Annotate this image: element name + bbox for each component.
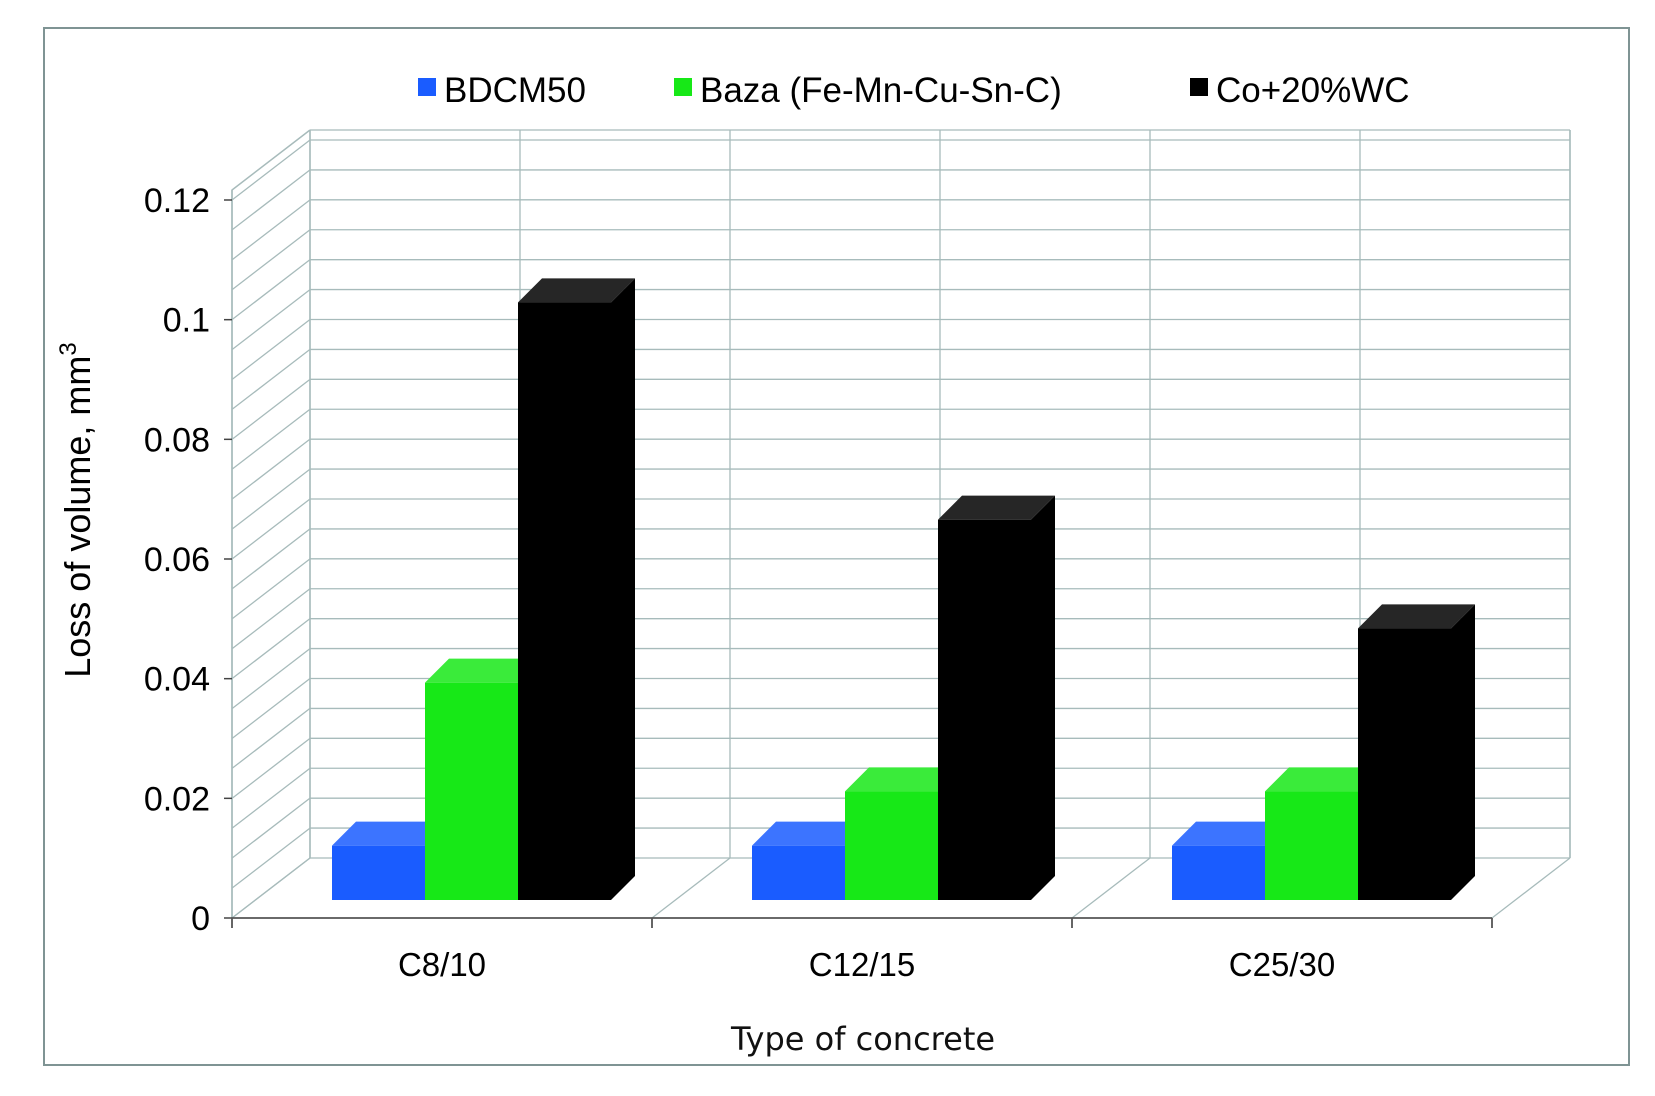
bar-front [1172,845,1265,900]
bar-top [845,767,962,792]
x-axis-title: Type of concrete [730,1020,995,1058]
y-axis-ticks: 0 0.02 0.04 0.06 0.08 0.1 0.12 [144,182,233,938]
floor-gridline [1491,857,1571,919]
side-gridline [231,229,311,291]
legend-swatch [1190,78,1208,96]
bar-front [1358,628,1451,900]
floor-gridline [651,857,731,919]
bar [1358,604,1475,900]
side-gridline [231,318,311,381]
side-gridline [231,737,311,799]
side-gridline [231,139,311,201]
legend-label: BDCM50 [444,71,586,110]
side-gridline [231,259,311,321]
legend-item: Co+20%WC [1190,71,1410,110]
side-gridline [231,348,311,410]
legend-label: Baza (Fe-Mn-Cu-Sn-C) [700,71,1062,110]
chart-frame [43,27,1630,1066]
legend: BDCM50 Baza (Fe-Mn-Cu-Sn-C) Co+20%WC [418,71,1410,110]
bar-top [425,658,542,683]
side-gridline [231,408,311,470]
bar-side [1451,604,1475,900]
side-gridline [231,468,311,530]
side-gridline [231,438,311,500]
legend-item: BDCM50 [418,71,586,110]
floor-gridline [231,857,311,919]
y-axis-title-superscript: 3 [55,342,82,355]
y-tick-label: 0.08 [144,421,210,459]
bar-front [425,682,518,900]
side-gridline [231,169,311,231]
bar-top [752,821,869,846]
y-axis-title: Loss of volume, mm3 [55,342,98,677]
bar-top [518,278,635,303]
bar-side [1031,495,1055,900]
bar-side [611,278,635,900]
side-gridline [231,289,311,351]
x-axis: C8/10 C12/15 C25/30 [231,917,1493,983]
x-tick-label: C25/30 [1229,946,1335,983]
bar [938,495,1055,900]
bars [332,278,1475,900]
bar-top [1358,604,1475,629]
side-gridline [231,618,311,680]
bar-top [938,495,1055,520]
y-tick-label: 0.1 [163,302,210,340]
y-axis-title-main: Loss of volume, mm [57,356,98,678]
side-gridline [231,648,311,710]
y-tick-label: 0.02 [144,780,210,818]
y-tick-label: 0.12 [144,182,210,220]
y-tick-label: 0 [191,900,210,938]
side-gridline [231,558,311,620]
x-tick-label: C8/10 [398,946,486,983]
bar-front [332,845,425,900]
side-gridline [231,707,311,769]
bar-front [938,519,1031,900]
side-gridline [231,588,311,650]
legend-label: Co+20%WC [1216,71,1410,110]
bar-front [845,791,938,900]
y-tick-label: 0.04 [144,661,210,699]
bar-front [518,302,611,900]
bar-top [332,821,449,846]
bar-top [1172,821,1289,846]
bar-front [1265,791,1358,900]
side-gridline [231,498,311,560]
floor-gridline [1071,857,1151,919]
side-gridline [231,199,311,261]
side-gridline [231,677,311,740]
bar-top [1265,767,1382,792]
x-tick-label: C12/15 [809,946,915,983]
y-tick-label: 0.06 [144,541,210,579]
side-gridline [231,767,311,829]
bar-front [752,845,845,900]
side-gridline [231,827,311,889]
legend-item: Baza (Fe-Mn-Cu-Sn-C) [674,71,1062,110]
side-gridline [231,797,311,859]
side-gridline [231,378,311,440]
legend-swatch [418,78,436,96]
side-gridline [231,528,311,590]
legend-swatch [674,78,692,96]
bar [518,278,635,900]
